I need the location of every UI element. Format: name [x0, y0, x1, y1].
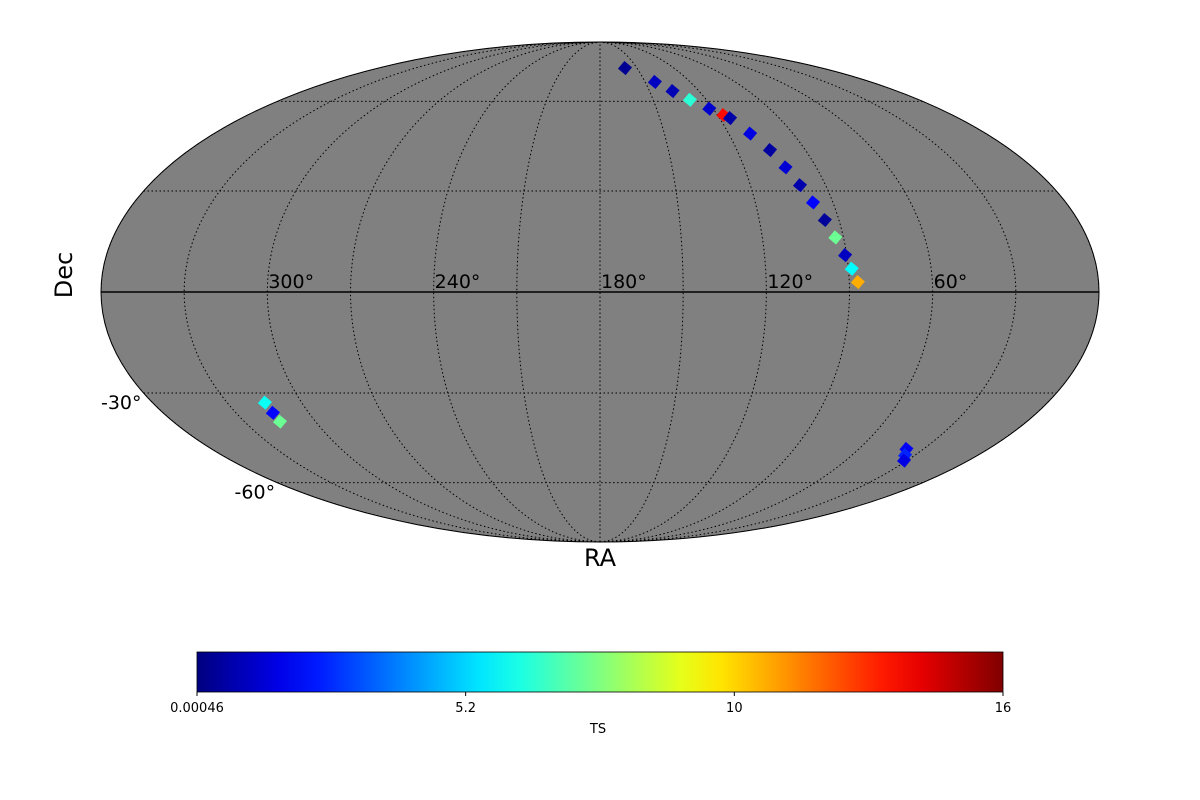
graticule-meridian — [599, 42, 684, 542]
sky-pixel — [792, 178, 808, 193]
graticule-meridian — [599, 42, 1017, 542]
sky-pixel — [665, 84, 680, 99]
dec-tick-label: -60° — [235, 482, 276, 504]
sky-pixel — [702, 101, 717, 116]
graticule-meridian — [183, 42, 601, 542]
colorbar — [196, 651, 1004, 693]
graticule-meridian — [599, 42, 767, 542]
colorbar-tick-label: 0.00046 — [170, 701, 224, 716]
colorbar-tick-label: 10 — [726, 701, 743, 716]
sky-pixel — [617, 60, 633, 76]
sky-layer — [101, 42, 1099, 542]
sky-pixel — [762, 142, 778, 158]
sky-pixel — [647, 74, 662, 89]
graticule-meridian — [349, 42, 601, 542]
x-axis-label: RA — [584, 544, 617, 572]
graticule-meridian — [516, 42, 601, 542]
ra-tick-label: 300° — [268, 271, 314, 293]
ra-tick-label: 180° — [601, 271, 647, 293]
sky-outline — [100, 41, 1100, 543]
sky-pixel — [844, 261, 859, 276]
sky-pixel — [817, 212, 832, 228]
sky-pixel — [682, 92, 697, 107]
ra-tick-label: 240° — [435, 271, 481, 293]
sky-pixel — [272, 414, 288, 429]
ra-tick-label: 120° — [767, 271, 813, 293]
sky-pixel — [265, 405, 280, 420]
colorbar-label: TS — [589, 722, 606, 737]
dec-tick-label: -30° — [101, 392, 142, 414]
graticule-meridian — [433, 42, 601, 542]
sky-pixel — [850, 275, 865, 290]
sky-pixel — [805, 195, 821, 210]
sky-pixel — [778, 160, 793, 175]
y-axis-label: Dec — [50, 252, 78, 298]
ra-tick-label: 60° — [934, 271, 968, 293]
sky-pixel — [828, 230, 843, 245]
graticule-meridian — [599, 42, 851, 542]
sky-pixel — [743, 126, 758, 141]
sky-pixel — [838, 248, 853, 263]
colorbar-tick-label: 16 — [995, 701, 1012, 716]
sky-pixel — [722, 111, 738, 126]
sky-pixel — [257, 395, 272, 410]
colorbar-tick-label: 5.2 — [455, 701, 476, 716]
sky-pixel — [896, 453, 912, 468]
